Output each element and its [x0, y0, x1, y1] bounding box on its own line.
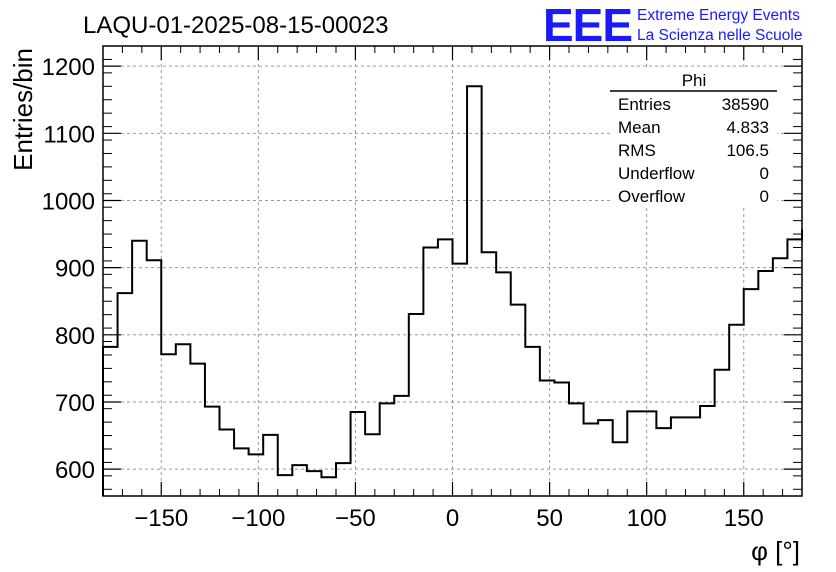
y-tick-label: 1200 — [42, 54, 95, 81]
histogram-bin — [584, 423, 599, 496]
y-tick-label: 800 — [55, 323, 95, 350]
stats-box: Phi Entries 38590 Mean 4.833 RMS 106.5 U… — [610, 70, 777, 208]
histogram-bin — [263, 435, 278, 496]
histogram-bin — [715, 370, 730, 496]
histogram-bin — [351, 412, 366, 496]
histogram-bin — [423, 247, 438, 496]
histogram-bin — [380, 403, 395, 496]
histogram-bin — [671, 417, 686, 496]
x-tick-label: −100 — [231, 505, 285, 532]
y-axis-label: Entries/bin — [8, 48, 38, 171]
histogram-bin — [540, 380, 555, 496]
histogram-outline — [102, 85, 803, 496]
eee-logo: EEE — [543, 0, 632, 51]
histogram-bin — [278, 475, 293, 496]
histogram-bin — [394, 396, 409, 496]
histogram-bin — [103, 347, 118, 496]
stats-box-background — [610, 70, 777, 208]
histogram-bin — [467, 86, 482, 496]
histogram-bin — [249, 454, 264, 496]
histogram-bin — [220, 430, 235, 496]
histogram-bin — [642, 411, 657, 496]
y-tick-labels: 600 700 800 900 1000 1100 1200 — [42, 54, 95, 484]
histogram-bin — [453, 264, 468, 496]
histogram-bin — [569, 403, 584, 496]
histogram-bin — [161, 354, 176, 496]
histogram-bin — [773, 258, 788, 496]
chart-title: LAQU-01-2025-08-15-00023 — [83, 12, 389, 39]
histogram-bin — [787, 239, 802, 496]
logo-line-2: La Scienza nelle Scuole — [637, 27, 802, 44]
stat-value-mean: 4.833 — [726, 118, 769, 137]
histogram-bin — [307, 471, 322, 496]
histogram-bin — [118, 293, 133, 496]
histogram-bin — [511, 305, 526, 496]
logo-line-1: Extreme Energy Events — [637, 7, 800, 24]
histogram-bin — [482, 252, 497, 496]
axis-ticks — [102, 45, 803, 496]
histogram-bin — [336, 463, 351, 496]
histogram-bin — [496, 272, 511, 496]
histogram-bin — [234, 448, 249, 496]
histogram-bin — [758, 271, 773, 496]
y-tick-label: 1000 — [42, 188, 95, 215]
stat-value-underflow: 0 — [760, 164, 769, 183]
histogram-bin — [686, 417, 701, 496]
stat-value-overflow: 0 — [760, 187, 769, 206]
x-tick-label: −50 — [335, 505, 376, 532]
x-tick-label: 100 — [627, 505, 667, 532]
histogram-bin — [700, 406, 715, 496]
histogram-bin — [729, 325, 744, 496]
histogram-bin — [147, 260, 162, 496]
histogram-bin — [598, 420, 613, 496]
histogram-bin — [613, 442, 628, 496]
histogram-bin — [525, 347, 540, 496]
histogram-bin — [744, 289, 759, 496]
y-tick-label: 900 — [55, 256, 95, 283]
x-tick-label: 150 — [724, 505, 764, 532]
histogram-bin — [292, 465, 307, 496]
x-axis-label: φ [°] — [751, 536, 800, 566]
stat-label-overflow: Overflow — [618, 187, 686, 206]
stat-label-entries: Entries — [618, 95, 671, 114]
x-tick-label: −150 — [134, 505, 188, 532]
histogram-bin — [554, 382, 569, 496]
histogram-bin — [627, 411, 642, 496]
histogram-bin — [190, 364, 205, 496]
y-tick-label: 1100 — [43, 121, 95, 148]
histogram-bin — [205, 407, 220, 496]
y-tick-label: 700 — [55, 390, 95, 417]
x-tick-label: 0 — [446, 505, 459, 532]
histogram-bin — [438, 239, 453, 496]
x-tick-labels: −150 −100 −50 0 50 100 150 — [134, 505, 764, 532]
stat-value-rms: 106.5 — [726, 141, 769, 160]
y-tick-label: 600 — [55, 457, 95, 484]
stat-label-mean: Mean — [618, 118, 661, 137]
histogram-bin — [656, 428, 671, 496]
stat-label-underflow: Underflow — [618, 164, 695, 183]
stat-value-entries: 38590 — [722, 95, 769, 114]
histogram-bin — [321, 477, 336, 496]
histogram-bin — [365, 434, 380, 496]
gridlines — [103, 46, 802, 496]
x-tick-label: 50 — [536, 505, 563, 532]
stat-label-rms: RMS — [618, 141, 656, 160]
histogram-bin — [409, 314, 424, 496]
histogram-bin — [132, 241, 147, 496]
stats-box-title: Phi — [682, 71, 707, 90]
histogram-bin — [176, 344, 191, 496]
